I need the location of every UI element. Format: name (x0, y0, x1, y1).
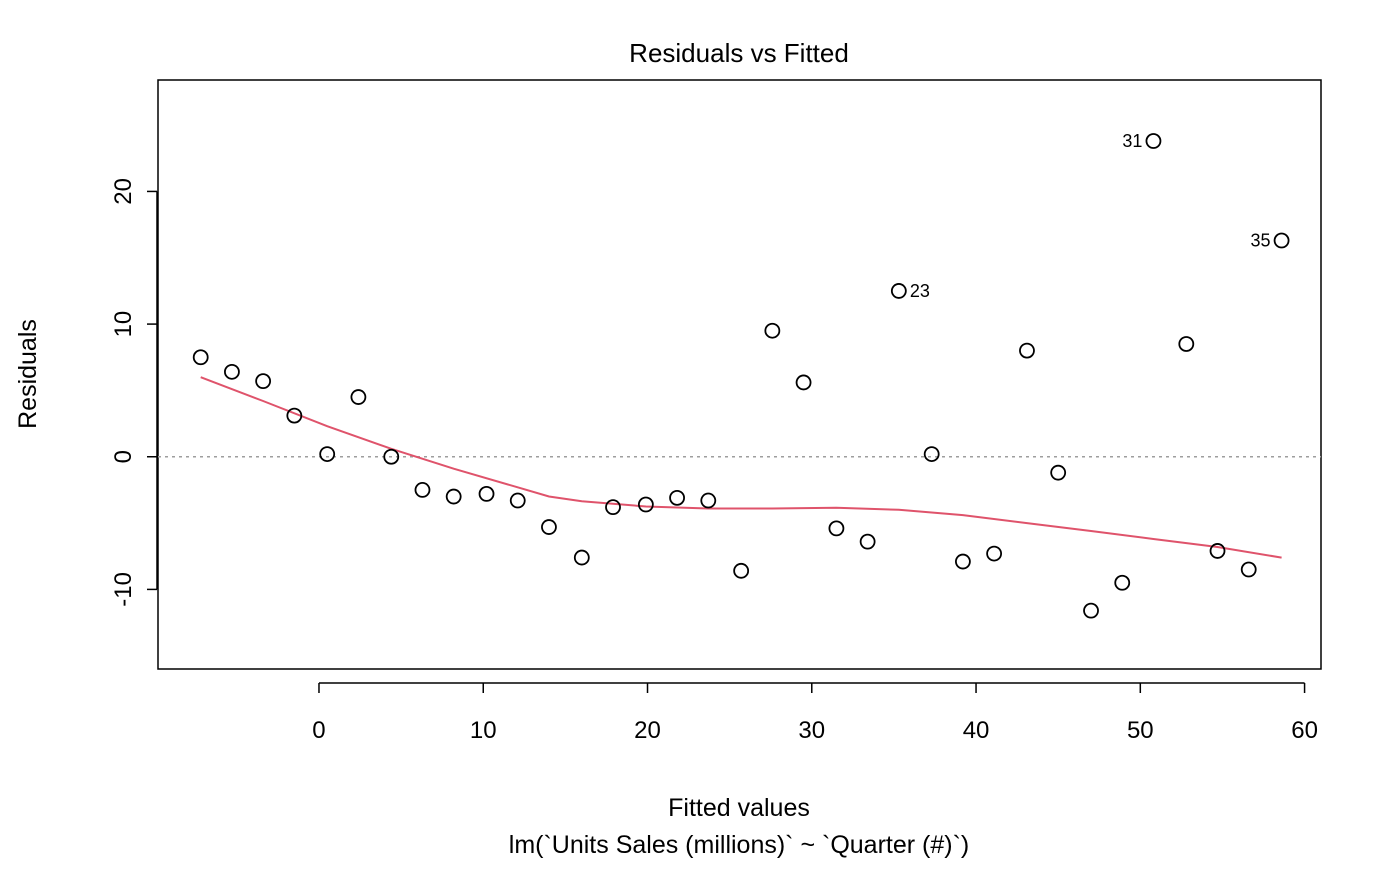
y-tick-label: 20 (110, 178, 137, 205)
data-point (1145, 133, 1162, 149)
x-axis: 0 10 20 30 40 50 60 (312, 682, 1318, 744)
data-point (414, 482, 431, 498)
data-point (1209, 543, 1226, 559)
points-group (192, 133, 1290, 619)
data-point (669, 489, 685, 506)
data-point (383, 448, 400, 465)
data-point (890, 283, 907, 299)
data-point (573, 549, 590, 566)
data-point (286, 407, 303, 424)
x-tick-label: 60 (1291, 717, 1318, 744)
data-point (255, 373, 272, 390)
x-axis-title: Fitted values (668, 794, 810, 822)
data-point (509, 492, 526, 509)
x-tick-label: 40 (963, 717, 990, 744)
x-tick-label: 10 (470, 717, 497, 744)
data-point (541, 519, 557, 535)
data-point (1114, 574, 1131, 591)
plot-frame (157, 79, 1322, 670)
x-tick-label: 30 (798, 717, 825, 744)
smooth-line (200, 376, 1282, 559)
data-point (350, 389, 367, 405)
y-tick-label: 0 (110, 450, 137, 463)
data-point (1273, 232, 1290, 249)
data-point (986, 545, 1003, 562)
chart-subtitle: lm(`Units Sales (millions)` ~ `Quarter (… (509, 831, 969, 859)
data-point (1083, 602, 1099, 619)
point-labels-group: 23 31 35 (910, 131, 1271, 301)
point-label: 35 (1251, 231, 1271, 251)
point-label: 23 (910, 281, 930, 301)
data-point (605, 499, 621, 516)
y-axis-title: Residuals (14, 319, 42, 429)
data-point (795, 374, 812, 391)
data-point (1050, 464, 1067, 481)
data-point (923, 446, 940, 462)
x-tick-label: 20 (634, 717, 661, 744)
data-point (224, 363, 240, 380)
y-tick-label: 10 (110, 311, 137, 338)
data-point (445, 488, 462, 505)
point-label: 31 (1122, 131, 1142, 151)
y-axis: -10 0 10 20 (110, 178, 158, 607)
smooth-line-group (200, 376, 1282, 559)
data-point (955, 553, 971, 570)
data-point (319, 446, 336, 462)
data-point (1019, 342, 1035, 359)
x-tick-label: 0 (312, 717, 325, 744)
data-point (859, 533, 876, 550)
data-point (478, 485, 495, 502)
data-point (700, 492, 717, 509)
data-point (828, 520, 845, 537)
chart-title: Residuals vs Fitted (629, 38, 849, 68)
data-point (637, 496, 654, 513)
x-tick-label: 50 (1127, 717, 1154, 744)
data-point (733, 562, 750, 579)
data-point (1178, 336, 1195, 352)
y-tick-label: -10 (110, 572, 137, 607)
data-point (1240, 561, 1257, 578)
data-point (764, 322, 781, 339)
data-point (192, 349, 209, 366)
